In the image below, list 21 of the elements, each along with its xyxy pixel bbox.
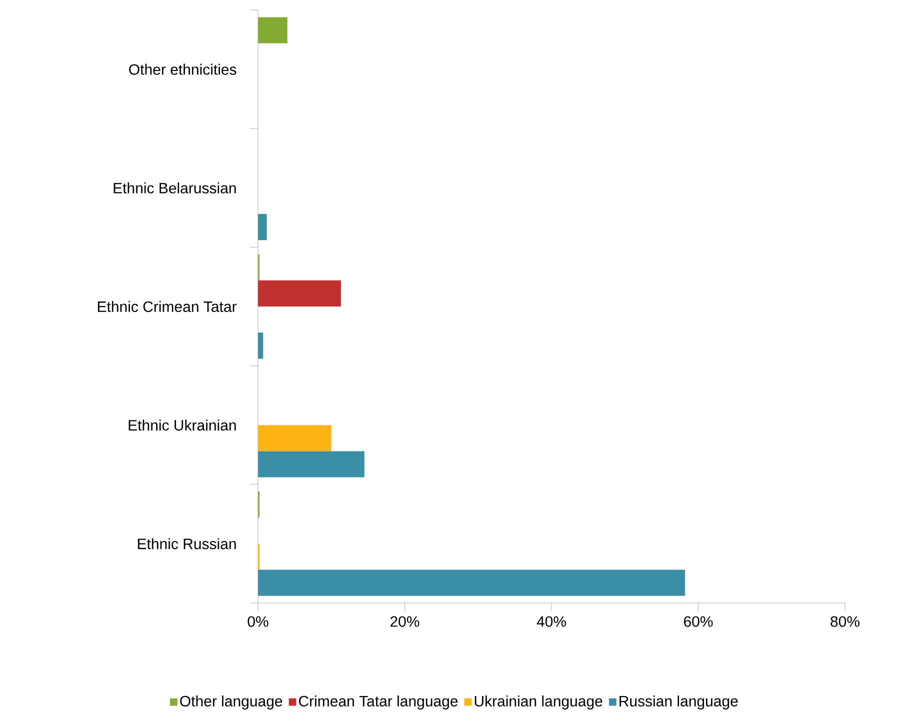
bar [258,332,264,359]
x-tick-label: 80% [830,616,860,627]
y-tick-label: Other ethnicities [129,64,236,75]
legend-label: Russian language [620,695,738,710]
y-tick-label: Ethnic Crimean Tatar [98,301,237,312]
legend-label: Crimean Tatar language [298,695,458,710]
bar [258,214,267,240]
legend-label: Ukrainian language [474,695,602,710]
x-tick-label: 40% [536,616,566,627]
y-tick-label: Ethnic Belarussian [114,182,236,194]
bar [258,425,332,452]
bar [258,570,686,596]
legend-label: Other language [180,695,282,710]
y-tick-label: Ethnic Russian [138,538,236,550]
bar [258,17,288,44]
x-tick-label: 20% [390,616,420,627]
x-tick-label: 0% [248,616,268,627]
y-tick-label: Ethnic Ukrainian [128,420,236,431]
x-tick-label: 60% [684,616,713,627]
bar [258,280,341,307]
bar [258,451,364,478]
